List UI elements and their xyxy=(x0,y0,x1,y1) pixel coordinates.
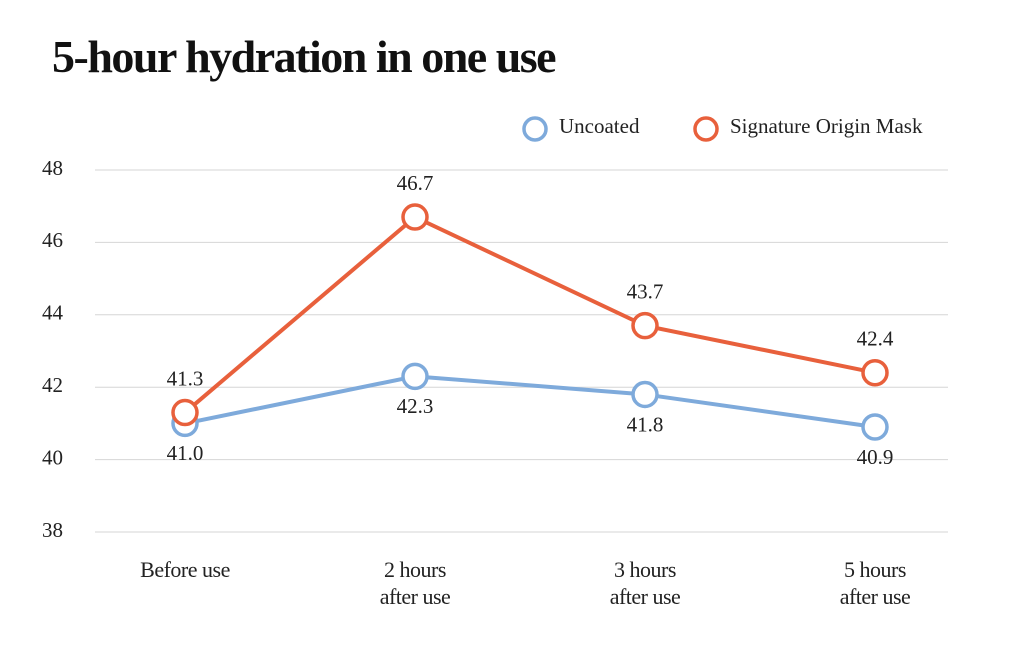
point xyxy=(861,358,889,387)
data-label: 42.3 xyxy=(397,394,434,418)
y-tick-label: 40 xyxy=(42,445,63,469)
point xyxy=(401,362,429,391)
point xyxy=(171,398,199,427)
legend-marker xyxy=(522,116,548,142)
y-tick-label: 48 xyxy=(42,156,63,180)
point xyxy=(401,203,429,231)
line xyxy=(183,214,876,415)
point xyxy=(631,380,659,409)
y-tick-label: 38 xyxy=(42,518,63,542)
legend-label: Uncoated xyxy=(559,114,640,138)
data-label: 40.9 xyxy=(857,445,894,469)
y-tick-label: 44 xyxy=(42,301,64,325)
data-label: 41.0 xyxy=(167,441,204,465)
legend-label: Signature Origin Mask xyxy=(730,114,923,138)
data-label: 41.3 xyxy=(167,366,204,390)
point xyxy=(631,311,659,340)
data-label: 43.7 xyxy=(627,279,664,303)
data-label: 46.7 xyxy=(397,171,434,195)
legend-marker xyxy=(693,116,719,142)
data-label: 41.8 xyxy=(627,412,664,436)
y-tick-label: 42 xyxy=(42,373,63,397)
x-tick-label: 3 hours after use xyxy=(609,557,681,609)
y-tick-label: 46 xyxy=(42,228,63,252)
data-label: 42.4 xyxy=(857,327,894,351)
x-tick-label: 2 hours after use xyxy=(379,557,451,609)
point xyxy=(861,413,889,441)
x-tick-label: Before use xyxy=(140,557,230,582)
line xyxy=(184,374,876,430)
x-tick-label: 5 hours after use xyxy=(839,557,911,609)
chart-title: 5-hour hydration in one use xyxy=(52,31,556,82)
